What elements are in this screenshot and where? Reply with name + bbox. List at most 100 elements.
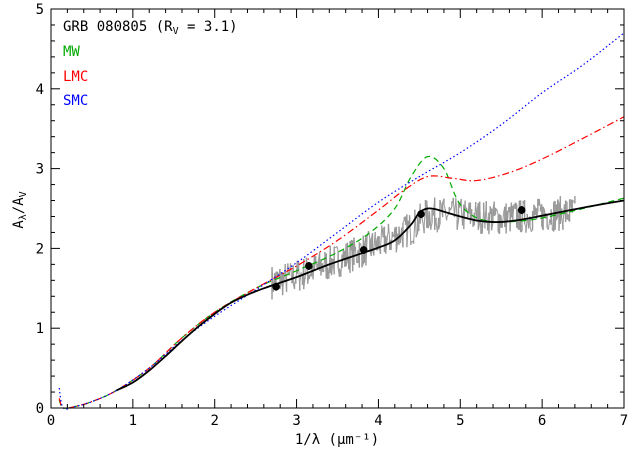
spectrum-segment xyxy=(426,200,429,215)
spectrum-segment xyxy=(319,259,322,272)
spectrum-segment xyxy=(455,198,458,220)
y-tick-label: 2 xyxy=(36,241,44,257)
x-tick-label: 6 xyxy=(538,413,546,429)
spectrum-segment xyxy=(342,250,346,259)
spectrum-segment xyxy=(317,251,321,262)
spectrum-segment xyxy=(547,219,551,230)
spectrum-segment xyxy=(432,197,436,216)
spectrum-segment xyxy=(401,235,404,248)
spectrum-segment xyxy=(282,272,285,296)
spectrum-segment xyxy=(311,265,314,270)
spectrum-segment xyxy=(520,230,523,233)
spectrum-segment xyxy=(541,226,544,231)
spectrum-segment xyxy=(488,206,491,235)
spectrum-segment xyxy=(492,201,495,210)
spectrum-segment xyxy=(328,245,331,279)
spectrum-segment xyxy=(341,249,344,269)
spectrum-segment xyxy=(532,210,535,217)
spectrum-segment xyxy=(461,204,465,225)
spectrum-segment xyxy=(524,223,527,227)
spectrum-segment xyxy=(422,221,425,234)
x-tick-label: 1 xyxy=(129,413,137,429)
spectrum-segment xyxy=(357,250,360,268)
lmc-curve xyxy=(58,116,625,410)
y-axis-label: Aλ/AV xyxy=(11,191,29,228)
spectrum-segment xyxy=(331,263,334,276)
spectrum-segment xyxy=(325,253,329,280)
spectrum-segment xyxy=(312,255,315,280)
spectrum-segment xyxy=(476,202,479,210)
spectrum-segment xyxy=(514,202,518,205)
spectrum-segment xyxy=(554,204,557,230)
spectrum-segment xyxy=(383,235,387,253)
legend-mw: MW xyxy=(63,44,80,60)
spectrum-segment xyxy=(279,284,282,290)
spectrum-segment xyxy=(390,231,393,251)
y-tick-label: 5 xyxy=(36,2,44,18)
spectrum-segment xyxy=(295,260,298,284)
spectrum-segment xyxy=(307,274,310,284)
data-point xyxy=(517,206,526,214)
x-tick-label: 2 xyxy=(210,413,218,429)
spectrum-segment xyxy=(561,215,564,230)
spectrum-segment xyxy=(549,219,552,225)
spectrum-segment xyxy=(506,207,510,221)
spectrum-segment xyxy=(536,211,539,220)
spectrum-segment xyxy=(477,223,481,230)
x-tick-label: 3 xyxy=(292,413,300,429)
spectrum-segment xyxy=(502,206,506,214)
spectrum-segment xyxy=(304,266,307,279)
spectrum-segment xyxy=(385,240,388,254)
spectrum-segment xyxy=(450,206,453,211)
spectrum-segment xyxy=(320,263,323,276)
spectrum-segment xyxy=(530,229,533,233)
spectrum-segment xyxy=(336,246,339,252)
spectrum-segment xyxy=(567,219,570,222)
spectrum-segment xyxy=(309,273,313,277)
spectrum-segment xyxy=(438,224,441,230)
spectrum-segment xyxy=(354,247,358,262)
spectrum-segment xyxy=(538,198,541,208)
spectrum-segment xyxy=(553,200,556,203)
spectrum-segment xyxy=(467,202,470,218)
spectrum-segment xyxy=(439,199,442,206)
spectrum-segment xyxy=(340,254,343,277)
spectrum-segment xyxy=(301,259,305,285)
spectrum-segment xyxy=(509,202,512,232)
spectrum-segment xyxy=(508,206,511,213)
spectrum-segment xyxy=(344,243,347,267)
spectrum-segment xyxy=(313,256,317,271)
spectrum-segment xyxy=(424,199,428,228)
spectrum-segment xyxy=(464,204,467,211)
spectrum-segment xyxy=(303,277,306,290)
spectrum-segment xyxy=(337,267,340,277)
spectrum-segment xyxy=(283,264,286,281)
spectrum-segment xyxy=(370,233,374,240)
spectrum-segment xyxy=(364,235,367,244)
axis-ticks: 0 1 2 3 4 5 6 7 0 1 2 3 4 5 xyxy=(36,2,629,429)
spectrum-segment xyxy=(468,202,471,214)
spectrum-segment xyxy=(510,205,514,218)
spectrum-segment xyxy=(526,213,530,229)
spectrum-segment xyxy=(522,200,526,204)
x-tick-label: 5 xyxy=(456,413,464,429)
spectrum-segment xyxy=(537,198,540,206)
spectrum-segment xyxy=(512,204,515,220)
legend-smc: SMC xyxy=(63,93,88,109)
spectrum-segment xyxy=(332,258,335,275)
spectrum-segment xyxy=(444,212,448,221)
data-points xyxy=(272,206,526,291)
spectrum-segment xyxy=(446,214,449,219)
spectrum-segment xyxy=(434,217,437,230)
spectrum-segment xyxy=(499,213,502,228)
spectrum-segment xyxy=(442,198,445,203)
spectrum-segment xyxy=(417,217,420,232)
spectrum-segment xyxy=(407,221,411,227)
spectrum-segment xyxy=(405,214,408,225)
y-tick-label: 4 xyxy=(36,82,44,98)
spectrum-segment xyxy=(529,225,532,232)
fit-curve xyxy=(116,199,625,392)
spectrum-segment xyxy=(348,256,351,273)
spectrum-segment xyxy=(542,206,545,210)
legend-lmc: LMC xyxy=(63,69,88,85)
